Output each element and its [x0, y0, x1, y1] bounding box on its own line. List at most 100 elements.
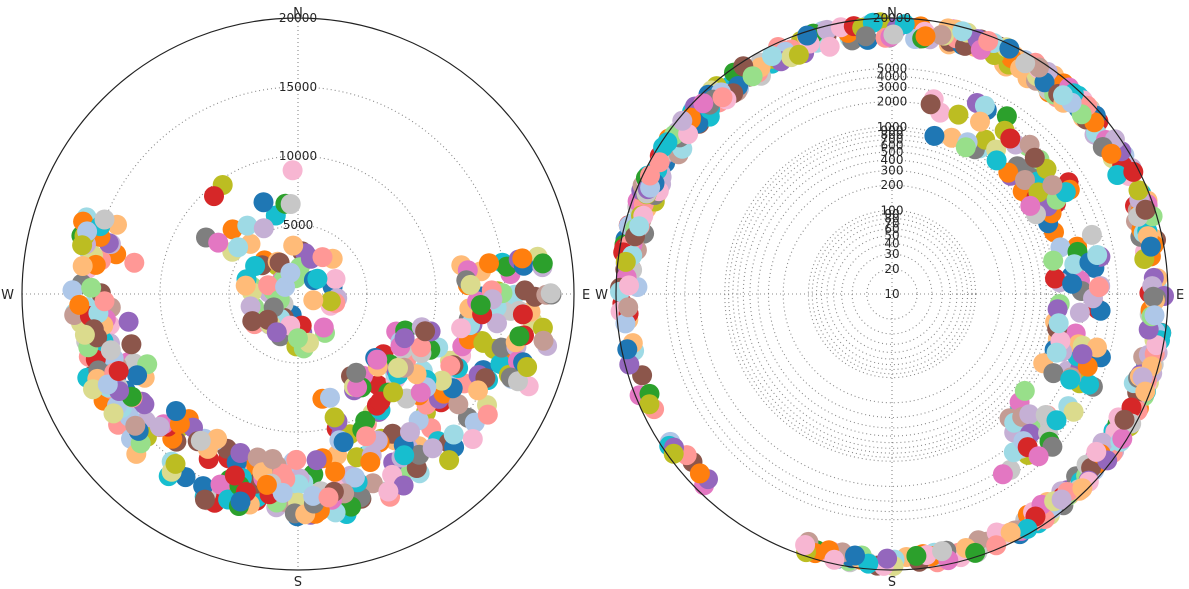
radial-gridline	[673, 75, 1111, 513]
scatter-point	[121, 334, 142, 355]
scatter-point	[242, 311, 263, 332]
scatter-point	[1063, 401, 1084, 422]
scatter-point	[487, 313, 507, 334]
scatter-point	[742, 66, 763, 87]
scatter-point	[166, 401, 186, 421]
radial-tick-label: 200	[881, 178, 904, 192]
scatter-point	[883, 24, 904, 45]
radial-tick-label: 10000	[279, 149, 317, 163]
radial-tick-label: 2000	[877, 95, 908, 109]
scatter-point	[208, 232, 229, 253]
scatter-point	[324, 407, 345, 428]
scatter-point	[1014, 380, 1035, 401]
scatter-point	[256, 474, 277, 495]
radial-gridline	[811, 213, 973, 375]
scatter-point	[320, 387, 340, 408]
scatter-point	[72, 235, 93, 256]
scatter-point	[924, 125, 945, 146]
radial-tick-label: 10	[884, 287, 899, 301]
scatter-point	[618, 297, 639, 318]
south-label: S	[294, 572, 302, 587]
scatter-point	[619, 275, 639, 296]
radial-gridline	[826, 228, 958, 360]
scatter-point	[266, 322, 287, 343]
scatter-point	[400, 422, 420, 442]
scatter-point	[394, 328, 415, 349]
scatter-point	[986, 535, 1007, 556]
scatter-point	[1015, 53, 1036, 74]
scatter-point	[280, 194, 301, 214]
scatter-point	[533, 330, 554, 351]
scatter-point	[367, 349, 388, 370]
scatter-point	[307, 268, 328, 289]
scatter-point	[672, 110, 693, 131]
scatter-point	[1128, 180, 1149, 201]
radial-tick-label: 15000	[279, 80, 317, 94]
radial-tick-label: 30	[884, 247, 899, 261]
scatter-point	[629, 216, 650, 237]
polar-frame	[615, 17, 1169, 571]
scatter-point	[845, 545, 865, 566]
scatter-point	[253, 218, 274, 239]
scatter-point	[94, 291, 115, 312]
scatter-point	[411, 337, 432, 358]
scatter-point	[1079, 374, 1100, 395]
scatter-point	[443, 424, 464, 445]
scatter-point	[448, 394, 469, 415]
scatter-point	[824, 549, 845, 570]
scatter-point	[125, 415, 146, 436]
scatter-point	[1017, 518, 1038, 539]
scatter-point	[712, 87, 733, 108]
scatter-point	[1020, 195, 1041, 216]
radial-gridline	[820, 222, 964, 366]
radial-tick-label: 5000	[877, 61, 908, 75]
scatter-point	[1028, 446, 1049, 467]
scatter-point	[855, 26, 876, 47]
radial-gridline	[841, 243, 943, 345]
radial-tick-label: 90	[884, 207, 899, 221]
scatter-point	[72, 256, 93, 276]
radial-gridline	[665, 67, 1119, 521]
scatter-point	[282, 160, 303, 181]
scatter-point	[1101, 143, 1122, 164]
scatter-point	[303, 290, 324, 311]
scatter-point	[974, 95, 995, 116]
west-label: W	[1, 288, 14, 303]
scatter-points	[62, 160, 562, 527]
scatter-point	[344, 467, 365, 488]
scatter-point	[992, 464, 1013, 485]
scatter-point	[165, 453, 186, 474]
scatter-point	[1060, 369, 1081, 390]
scatter-point	[325, 269, 346, 289]
scatter-point	[986, 150, 1007, 171]
scatter-point	[440, 355, 461, 376]
scatter-point	[1072, 478, 1093, 499]
scatter-point	[378, 481, 399, 502]
scatter-point	[512, 248, 533, 269]
scatter-point	[663, 443, 684, 464]
scatter-point	[795, 535, 816, 555]
scatter-point	[978, 31, 999, 51]
scatter-point	[788, 44, 809, 65]
scatter-point	[657, 132, 678, 153]
scatter-point	[540, 283, 561, 304]
radial-tick-label: 60	[884, 222, 899, 236]
compass-labels: N E S W	[595, 6, 1184, 587]
radial-tick-label: 400	[881, 153, 904, 167]
scatter-point	[100, 340, 121, 361]
scatter-point	[303, 485, 324, 506]
scatter-point	[240, 296, 261, 317]
scatter-point	[479, 253, 499, 274]
north-label: N	[887, 6, 897, 21]
scatter-point	[306, 450, 327, 471]
scatter-point	[237, 215, 258, 236]
radial-tick-label: 5000	[283, 218, 314, 232]
polar-frame	[21, 17, 575, 571]
radial-gridline	[767, 169, 1017, 419]
scatter-point	[932, 541, 953, 562]
west-label: W	[595, 288, 608, 303]
south-label: S	[888, 572, 896, 587]
scatter-point	[346, 362, 367, 383]
scatter-point	[920, 94, 941, 115]
scatter-point	[210, 474, 231, 495]
